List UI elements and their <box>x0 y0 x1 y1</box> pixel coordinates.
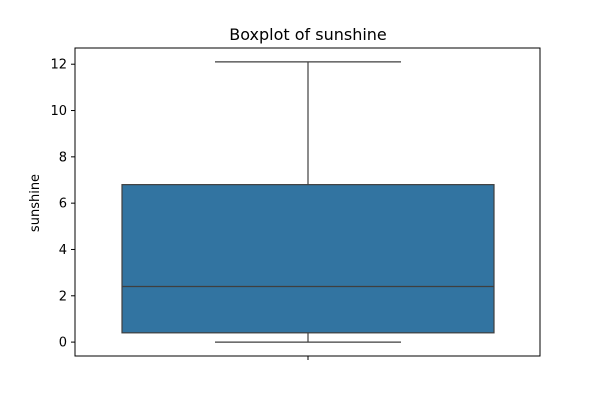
y-tick-label: 6 <box>59 197 67 212</box>
y-tick-label: 2 <box>59 289 67 304</box>
plot-area-frame <box>74 47 541 357</box>
y-tick-label: 0 <box>59 336 67 351</box>
chart-title: Boxplot of sunshine <box>229 25 387 44</box>
y-tick-label: 8 <box>59 150 67 165</box>
box-layer <box>121 61 495 343</box>
y-tick-label: 10 <box>50 104 67 119</box>
y-tick-label: 4 <box>59 243 67 258</box>
y-axis-label: sunshine <box>28 174 43 232</box>
y-axis-ticks: 0 2 4 6 8 10 12 <box>50 58 75 351</box>
y-tick-label: 12 <box>50 58 67 73</box>
box-body <box>121 184 495 334</box>
